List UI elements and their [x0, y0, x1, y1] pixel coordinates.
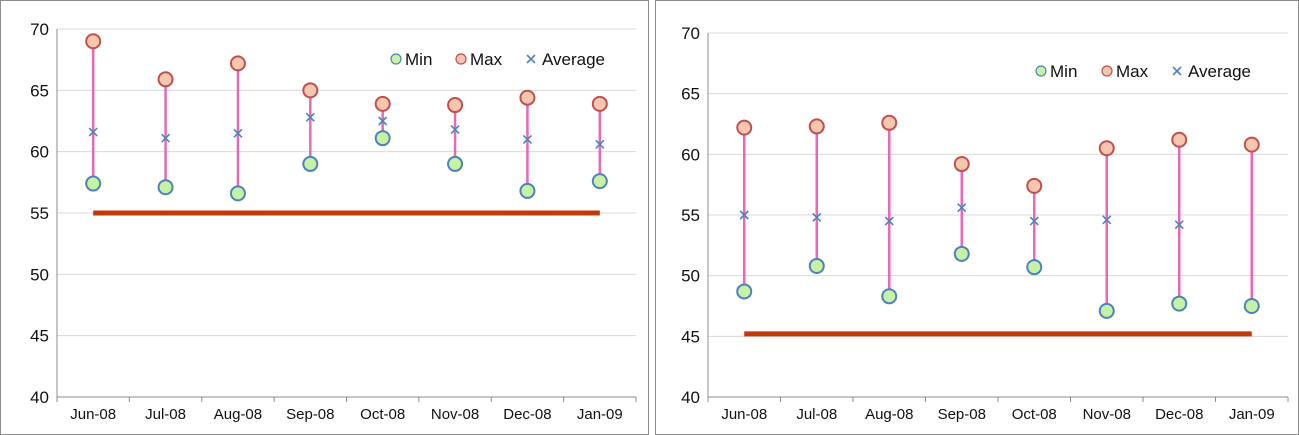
- y-tick-label: 65: [30, 81, 49, 100]
- chart-svg-0: 40 45 50 55 60 65 70 Jun-08 Jul-08 Aug-08 Sep-08 Oc…: [30, 20, 637, 423]
- average-point: [305, 112, 315, 122]
- x-tick-label: Jul-08: [796, 406, 837, 423]
- average-point: [450, 125, 460, 135]
- max-point: [881, 114, 898, 131]
- legend-max-marker: [1101, 65, 1113, 77]
- y-tick-label: 70: [681, 24, 700, 43]
- x-tick-label: Sep-08: [286, 406, 334, 423]
- min-point: [157, 179, 174, 196]
- y-tick-label: 50: [681, 267, 700, 286]
- max-point: [808, 118, 825, 135]
- max-point: [157, 71, 174, 88]
- x-tick-label: Dec-08: [1155, 406, 1203, 423]
- max-point: [85, 33, 102, 50]
- legend: Min Max Average: [390, 50, 605, 69]
- max-point: [519, 89, 536, 106]
- max-point: [1098, 140, 1115, 157]
- min-point: [953, 245, 970, 262]
- max-point: [374, 95, 391, 112]
- min-point: [881, 288, 898, 305]
- x-tick-label: Jun-08: [70, 406, 116, 423]
- min-point: [1098, 302, 1115, 319]
- average-point: [1174, 220, 1184, 230]
- min-point: [1026, 259, 1043, 276]
- x-tick-label: Oct-08: [360, 406, 405, 423]
- legend-min-marker: [1035, 65, 1047, 77]
- x-tick-label: Dec-08: [503, 406, 551, 423]
- y-tick-label: 55: [30, 204, 49, 223]
- chart-panel-left: 40 45 50 55 60 65 70 Jun-08 Jul-08 Aug-08 Sep-08 Oc…: [0, 0, 649, 435]
- x-tick-label: Jan-09: [577, 406, 623, 423]
- average-point: [957, 203, 967, 213]
- max-point: [229, 55, 246, 72]
- legend-average-marker: [526, 54, 536, 64]
- min-point: [736, 283, 753, 300]
- y-tick-label: 45: [30, 327, 49, 346]
- legend-average-marker: [1172, 66, 1182, 76]
- y-tick-label: 60: [681, 145, 700, 164]
- min-point: [229, 185, 246, 202]
- x-tick-label: Nov-08: [431, 406, 479, 423]
- min-point: [1171, 295, 1188, 312]
- y-tick-label: 65: [681, 85, 700, 104]
- average-point: [522, 134, 533, 144]
- average-point: [88, 127, 98, 137]
- legend-max-label: Max: [1116, 62, 1149, 81]
- min-point: [1243, 298, 1260, 314]
- legend-average-label: Average: [542, 50, 605, 69]
- chart-svg-1: 40 45 50 55 60 65 70 Jun-08 Jul-08 Aug-08 Sep-08 Oc…: [681, 24, 1289, 423]
- y-tick-label: 55: [681, 206, 700, 225]
- max-point: [1171, 131, 1188, 148]
- max-point: [736, 119, 753, 136]
- average-point: [595, 139, 605, 149]
- average-point: [812, 212, 822, 222]
- legend-min-label: Min: [405, 50, 432, 69]
- min-point: [591, 173, 608, 190]
- legend-min-marker: [390, 53, 402, 65]
- y-tick-label: 40: [30, 388, 49, 407]
- average-point: [160, 133, 171, 143]
- max-point: [1026, 177, 1043, 194]
- x-tick-label: Nov-08: [1083, 406, 1131, 423]
- max-point: [953, 156, 970, 173]
- legend-max-marker: [455, 53, 467, 65]
- y-tick-label: 40: [681, 388, 700, 407]
- x-tick-label: Oct-08: [1012, 406, 1057, 423]
- max-point: [302, 82, 319, 99]
- min-point: [85, 175, 102, 192]
- min-point: [808, 257, 825, 274]
- x-tick-label: Sep-08: [938, 406, 986, 423]
- chart-panel-right: 40 45 50 55 60 65 70 Jun-08 Jul-08 Aug-08 Sep-08 Oc…: [655, 0, 1299, 435]
- x-tick-label: Aug-08: [865, 406, 913, 423]
- min-point: [374, 130, 391, 147]
- max-point: [591, 95, 608, 112]
- legend-average-label: Average: [1188, 62, 1251, 81]
- y-tick-label: 45: [681, 327, 700, 346]
- average-point: [739, 210, 749, 220]
- y-tick-label: 60: [30, 143, 49, 162]
- min-point: [302, 155, 319, 172]
- max-point: [447, 97, 464, 114]
- y-tick-label: 70: [30, 20, 49, 39]
- average-point: [1102, 215, 1112, 225]
- x-tick-label: Jun-08: [721, 406, 767, 423]
- min-point: [519, 182, 536, 199]
- average-point: [233, 128, 243, 138]
- y-tick-label: 50: [30, 265, 49, 284]
- max-point: [1243, 136, 1260, 153]
- x-tick-label: Aug-08: [214, 406, 262, 423]
- min-point: [447, 155, 464, 172]
- x-tick-label: Jul-08: [145, 406, 186, 423]
- legend: Min Max Average: [1035, 62, 1251, 81]
- average-point: [884, 216, 894, 226]
- average-point: [1029, 216, 1039, 226]
- legend-min-label: Min: [1050, 62, 1077, 81]
- x-tick-label: Jan-09: [1229, 406, 1275, 423]
- average-point: [378, 116, 388, 126]
- legend-max-label: Max: [470, 50, 503, 69]
